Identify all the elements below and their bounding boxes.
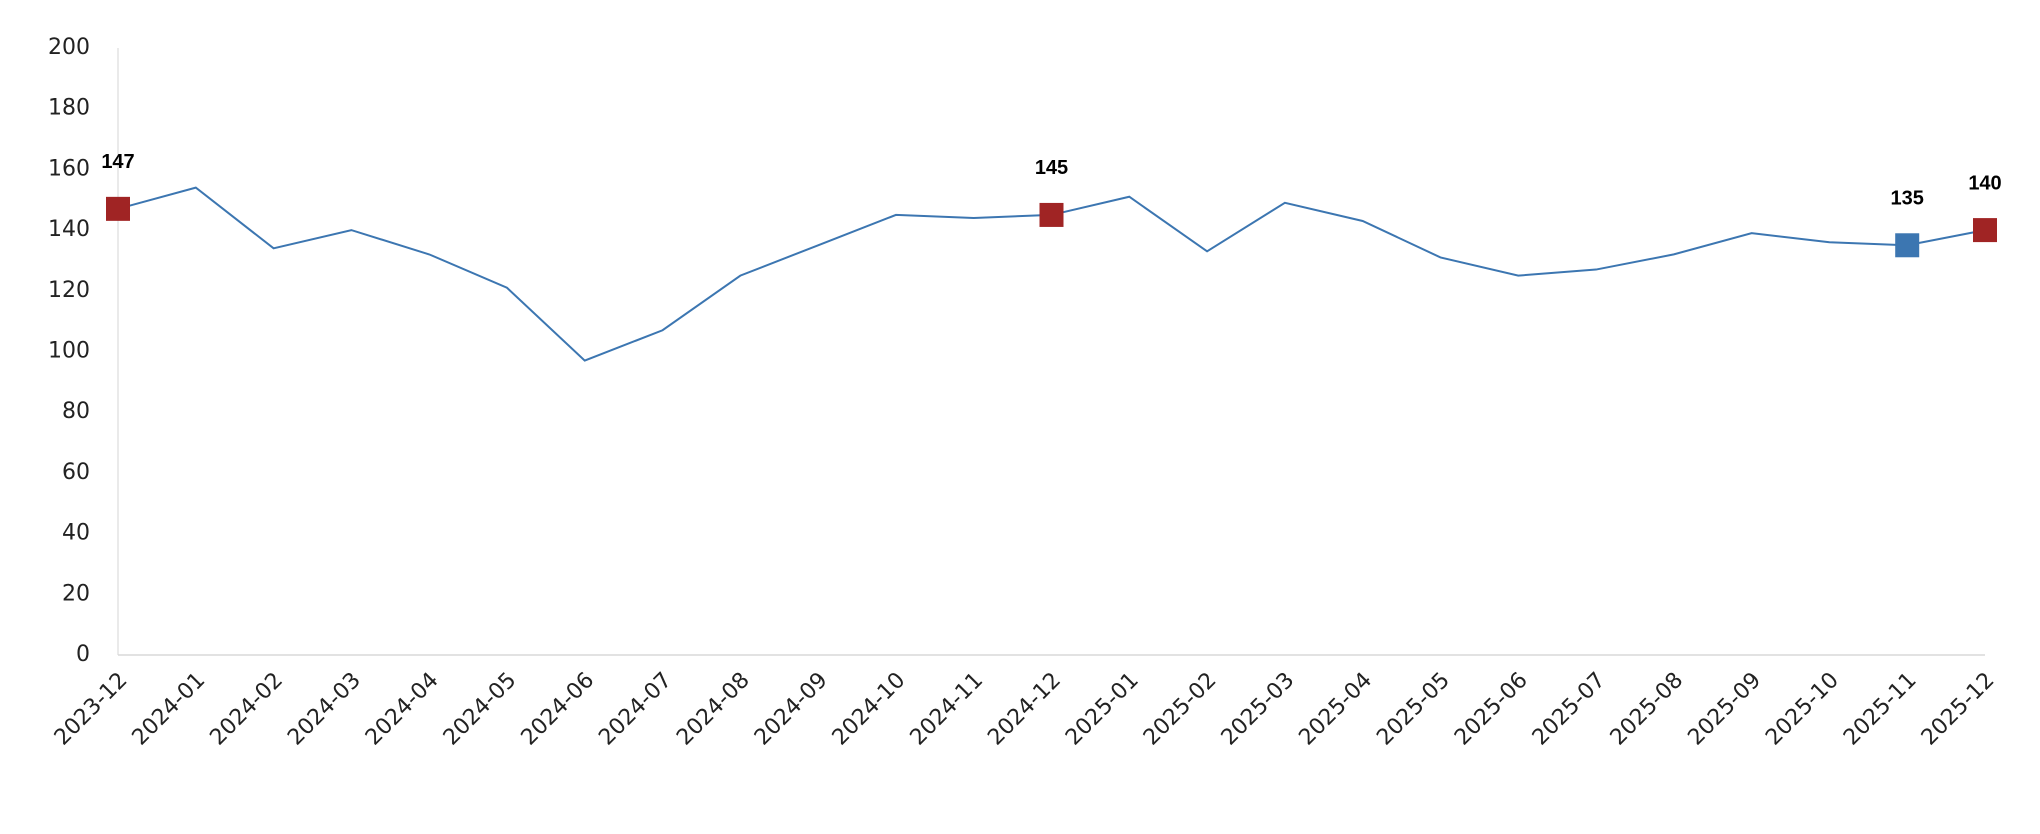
x-tick-label: 2024-01 <box>128 668 211 751</box>
x-tick-label: 2024-07 <box>594 668 677 751</box>
x-tick-label: 2025-10 <box>1761 668 1844 751</box>
x-tick-label: 2025-04 <box>1294 668 1377 751</box>
y-tick-label: 200 <box>48 35 90 60</box>
x-tick-label: 2025-01 <box>1061 668 1144 751</box>
x-tick-label: 2025-06 <box>1450 668 1533 751</box>
x-tick-label: 2025-03 <box>1217 668 1300 751</box>
x-tick-label: 2024-04 <box>361 668 444 751</box>
x-tick-label: 2024-02 <box>205 668 288 751</box>
x-tick-label: 2025-12 <box>1917 668 2000 751</box>
y-tick-label: 20 <box>62 581 90 606</box>
x-tick-label: 2025-02 <box>1139 668 1222 751</box>
x-tick-label: 2024-06 <box>517 668 600 751</box>
y-tick-label: 40 <box>62 521 90 546</box>
x-tick-label: 2024-08 <box>672 668 755 751</box>
y-tick-label: 140 <box>48 217 90 242</box>
data-label: 147 <box>101 151 134 173</box>
y-tick-label: 0 <box>76 642 90 667</box>
highlight-marker <box>1973 218 1997 243</box>
x-tick-label: 2025-08 <box>1606 668 1689 751</box>
x-tick-label: 2024-03 <box>283 668 366 751</box>
x-tick-label: 2024-11 <box>906 668 989 751</box>
data-label: 140 <box>1968 172 2001 194</box>
x-tick-label: 2023-12 <box>50 668 133 751</box>
highlight-marker <box>1039 202 1064 227</box>
x-tick-label: 2025-11 <box>1839 668 1922 751</box>
y-tick-label: 60 <box>62 460 90 485</box>
x-tick-label: 2024-10 <box>828 668 911 751</box>
y-tick-label: 80 <box>62 399 90 424</box>
y-tick-label: 100 <box>48 339 90 364</box>
x-tick-label: 2024-09 <box>750 668 833 751</box>
x-tick-label: 2025-09 <box>1683 668 1766 751</box>
x-tick-label: 2025-05 <box>1372 668 1455 751</box>
highlight-marker <box>106 196 130 221</box>
x-tick-label: 2024-05 <box>439 668 522 751</box>
data-label: 145 <box>1035 157 1068 179</box>
data-label: 135 <box>1891 188 1924 210</box>
y-tick-label: 120 <box>48 278 90 303</box>
x-tick-label: 2024-12 <box>983 668 1066 751</box>
highlight-marker <box>1895 233 1920 258</box>
y-tick-label: 180 <box>48 96 90 121</box>
x-tick-label: 2025-07 <box>1528 668 1611 751</box>
y-tick-label: 160 <box>48 156 90 181</box>
